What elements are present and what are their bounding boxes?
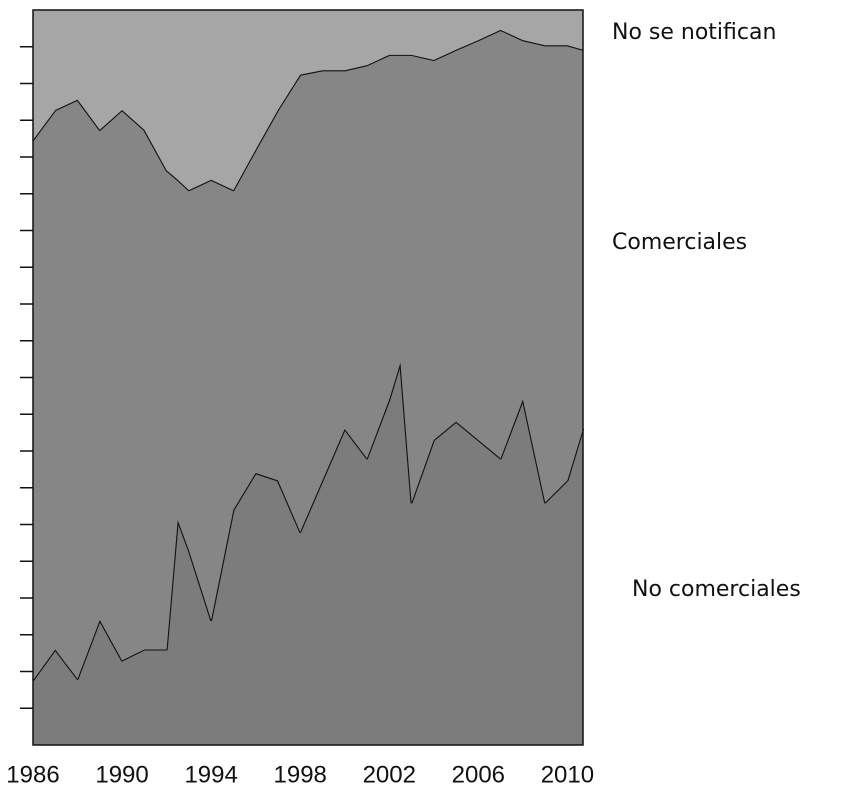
x-tick-label: 2002 xyxy=(363,761,416,788)
area xyxy=(33,362,583,745)
x-tick-label: 1990 xyxy=(95,761,148,788)
series-label: No se notifican xyxy=(612,20,776,45)
x-tick-label: 1994 xyxy=(184,761,237,788)
series-label: Comerciales xyxy=(612,230,747,255)
area xyxy=(33,10,583,191)
series-label: No comerciales xyxy=(632,577,801,602)
area xyxy=(33,29,583,681)
x-tick-label: 2006 xyxy=(452,761,505,788)
x-tick-label: 1986 xyxy=(6,761,59,788)
x-tick-label: 2010 xyxy=(541,761,594,788)
x-tick-label: 1998 xyxy=(274,761,327,788)
